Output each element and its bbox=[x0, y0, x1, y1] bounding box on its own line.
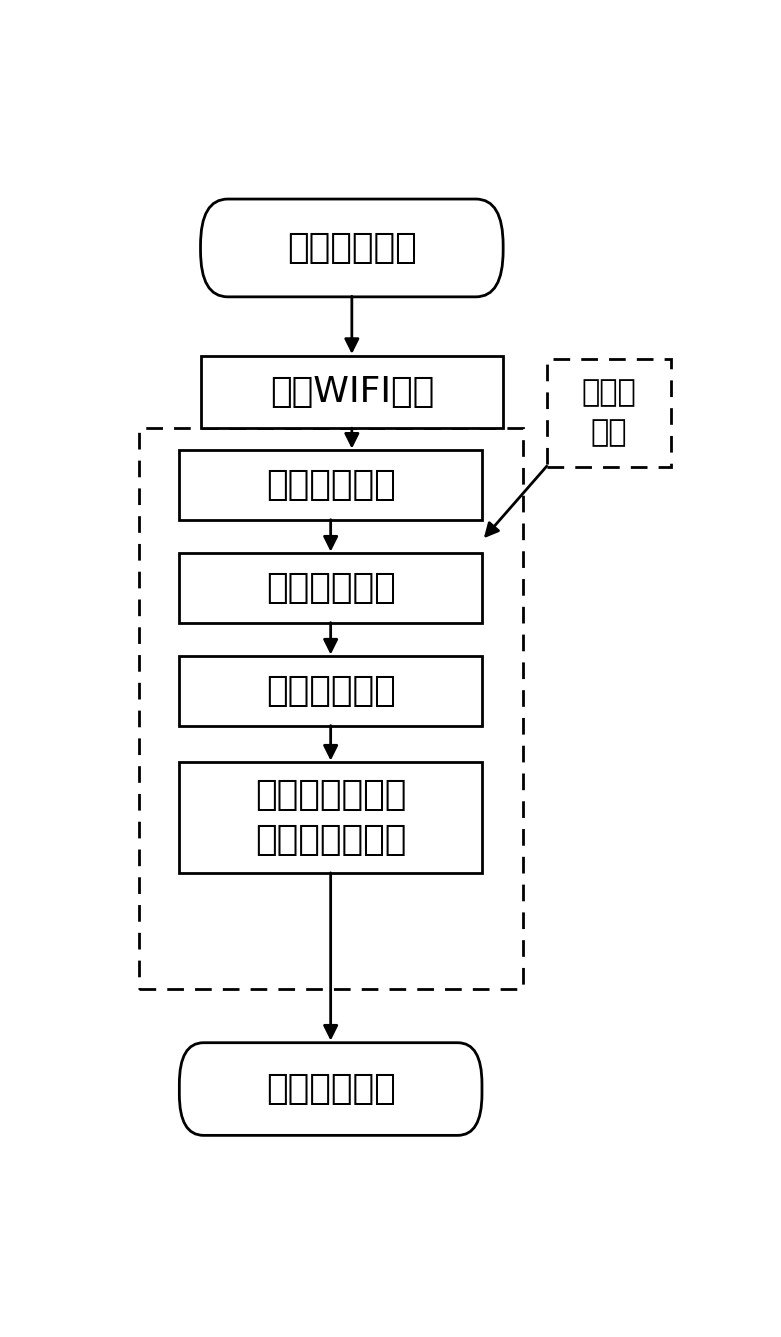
Text: 识别出人的距离
和运动方向矢量: 识别出人的距离 和运动方向矢量 bbox=[255, 778, 406, 857]
Text: 空调WIFI模组: 空调WIFI模组 bbox=[269, 376, 434, 409]
FancyBboxPatch shape bbox=[201, 199, 503, 297]
Text: 数据处理模块: 数据处理模块 bbox=[266, 468, 395, 501]
FancyBboxPatch shape bbox=[547, 358, 671, 467]
FancyBboxPatch shape bbox=[180, 1043, 482, 1135]
FancyBboxPatch shape bbox=[180, 552, 482, 623]
Text: 反馈运动轨迹: 反馈运动轨迹 bbox=[266, 1072, 395, 1106]
Text: 人体动作行为: 人体动作行为 bbox=[287, 231, 417, 265]
Text: 云端服
务器: 云端服 务器 bbox=[582, 378, 637, 448]
Text: 动作监测模块: 动作监测模块 bbox=[266, 571, 395, 604]
FancyBboxPatch shape bbox=[180, 655, 482, 726]
Text: 动作识别模块: 动作识别模块 bbox=[266, 674, 395, 707]
FancyBboxPatch shape bbox=[180, 449, 482, 520]
FancyBboxPatch shape bbox=[180, 762, 482, 873]
FancyBboxPatch shape bbox=[201, 356, 503, 428]
